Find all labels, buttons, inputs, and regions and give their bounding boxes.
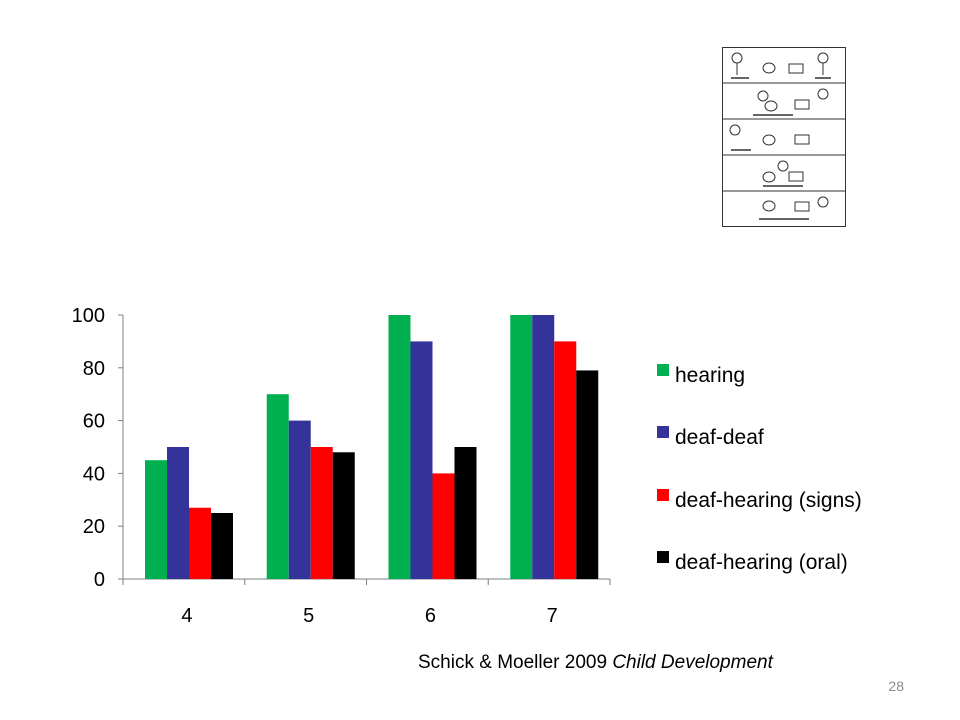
citation-authors-year: Schick & Moeller 2009 [418,652,613,673]
legend-label: deaf-hearing (signs) [675,489,862,512]
x-tick-label: 5 [303,605,314,627]
sally-anne-comic-panel-icon [723,52,845,220]
sally-anne-comic-image [722,47,846,227]
bar-deaf-hearing-signs-6 [432,473,455,579]
bar-deaf-hearing-oral-7 [576,370,599,579]
x-tick-label: 7 [547,605,558,627]
x-tick-label: 6 [425,605,436,627]
y-tick-label: 0 [94,569,105,591]
y-tick-label: 20 [83,516,105,538]
y-tick-label: 80 [83,358,105,380]
citation: Schick & Moeller 2009 Child Development [418,652,773,674]
bar-hearing-4 [145,460,167,579]
slide-number: 28 [888,678,904,694]
bar-deaf-hearing-signs-4 [189,507,211,579]
bar-deaf-deaf-5 [288,420,311,579]
bar-hearing-6 [388,315,411,579]
y-tick-label: 100 [72,305,105,327]
bar-deaf-deaf-6 [410,341,433,579]
legend-swatch [657,426,669,438]
bar-deaf-hearing-oral-4 [211,513,233,579]
bar-deaf-hearing-signs-7 [554,341,577,579]
citation-journal: Child Development [612,652,773,673]
legend-label: hearing [675,364,745,387]
bar-hearing-5 [266,394,289,579]
bar-deaf-hearing-oral-6 [454,447,477,579]
legend-swatch [657,489,669,501]
legend-label: deaf-deaf [675,426,764,449]
bar-deaf-deaf-4 [167,447,189,579]
y-tick-label: 60 [83,411,105,433]
legend-swatch [657,364,669,376]
bar-deaf-hearing-signs-5 [310,447,333,579]
bar-hearing-7 [510,315,533,579]
legend-label: deaf-hearing (oral) [675,551,848,574]
x-tick-label: 4 [181,605,192,627]
bar-deaf-deaf-7 [532,315,555,579]
bar-deaf-hearing-oral-5 [332,452,355,579]
legend-swatch [657,551,669,563]
y-tick-label: 40 [83,463,105,485]
